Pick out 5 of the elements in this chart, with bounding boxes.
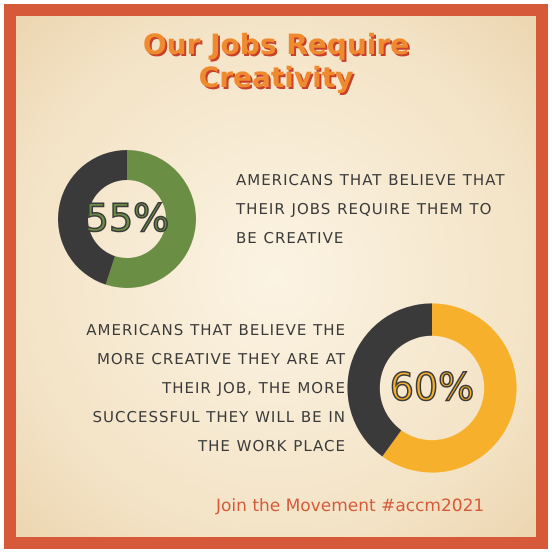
text: Join the Movement #accm2021 xyxy=(216,496,486,516)
text: AMERICANS THAT BELIEVE THAT THEIR JOBS REQUIRE THEM TO BE CREATIVE xyxy=(236,170,506,249)
text: AMERICANS THAT BELIEVE THE MORE CREATIVE THEY ARE AT THEIR JOB, THE MORE SUCCESSFUL THEY WILL BE IN THE WORK PLACE xyxy=(85,320,346,457)
text: 60% xyxy=(390,365,474,409)
text: Our Jobs Require Creativity xyxy=(142,28,410,94)
